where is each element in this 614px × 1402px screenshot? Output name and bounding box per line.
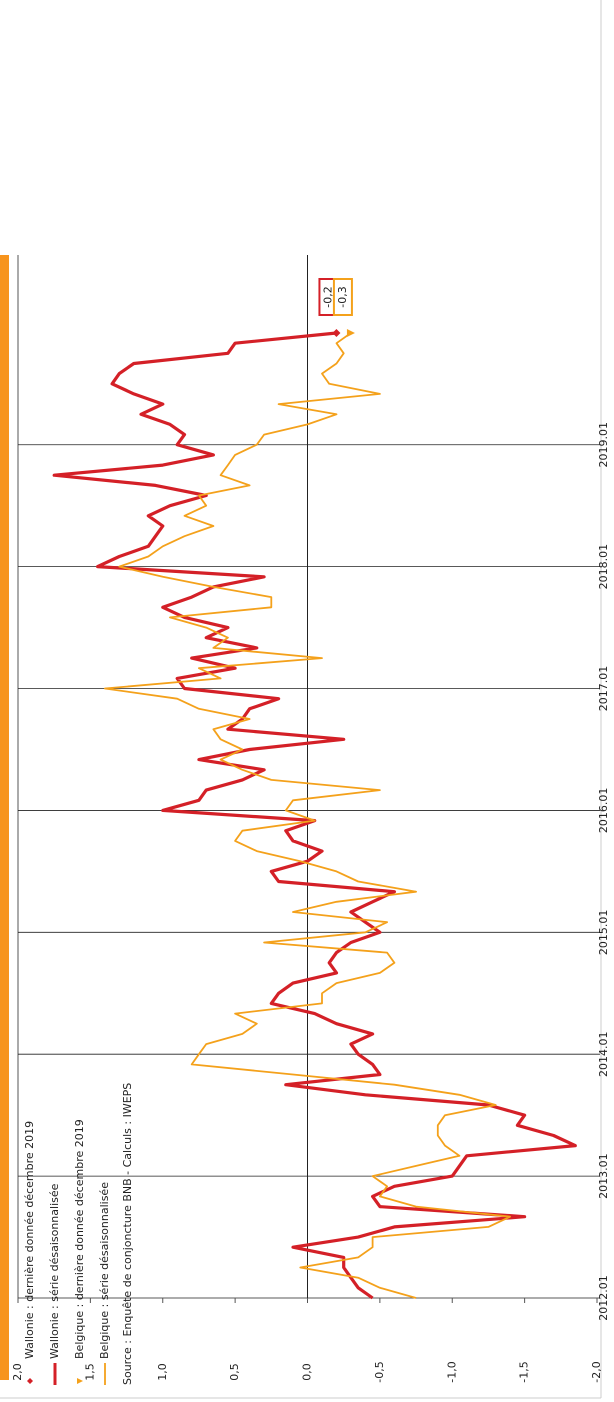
y-tick-label: 2,0 xyxy=(11,1363,24,1381)
data-label: -0,3 xyxy=(336,286,349,307)
x-tick-label: 2018.01 xyxy=(597,544,610,590)
accent-bar xyxy=(0,255,9,1380)
y-tick-label: 1,0 xyxy=(156,1363,169,1381)
x-tick-label: 2015.01 xyxy=(597,910,610,956)
x-tick-label: 2014.01 xyxy=(597,1031,610,1077)
y-tick-label: -2,0 xyxy=(590,1361,603,1382)
series-line xyxy=(104,332,511,1299)
x-tick-label: 2016.01 xyxy=(597,788,610,834)
y-tick-label: -1,0 xyxy=(445,1361,458,1382)
x-tick-label: 2019.01 xyxy=(597,422,610,468)
y-tick-label: -1,5 xyxy=(518,1361,531,1382)
y-tick-label: -0,5 xyxy=(373,1361,386,1382)
x-tick-label: 2012.01 xyxy=(597,1275,610,1321)
data-label: -0,2 xyxy=(321,286,334,307)
legend-symbol xyxy=(77,1378,83,1384)
label-box xyxy=(332,278,353,316)
legend-label: Belgique : dernière donnée décembre 2019 xyxy=(73,1119,86,1359)
source-note: Source : Enquête de conjoncture BNB - Ca… xyxy=(121,1083,134,1385)
y-tick-label: 1,5 xyxy=(83,1363,96,1381)
legend-label: Wallonie : série désaisonnalisée xyxy=(48,1183,61,1359)
legend-label: Wallonie : dernière donnée décembre 2019 xyxy=(23,1121,36,1359)
y-tick-label: 0,0 xyxy=(301,1363,314,1381)
legend-symbol xyxy=(27,1378,33,1384)
y-tick-label: 0,5 xyxy=(228,1363,241,1381)
x-tick-label: 2013.01 xyxy=(597,1153,610,1199)
legend-label: Belgique : série désaisonnalisée xyxy=(98,1182,111,1359)
series-line xyxy=(52,331,577,1300)
x-tick-label: 2017.01 xyxy=(597,666,610,712)
